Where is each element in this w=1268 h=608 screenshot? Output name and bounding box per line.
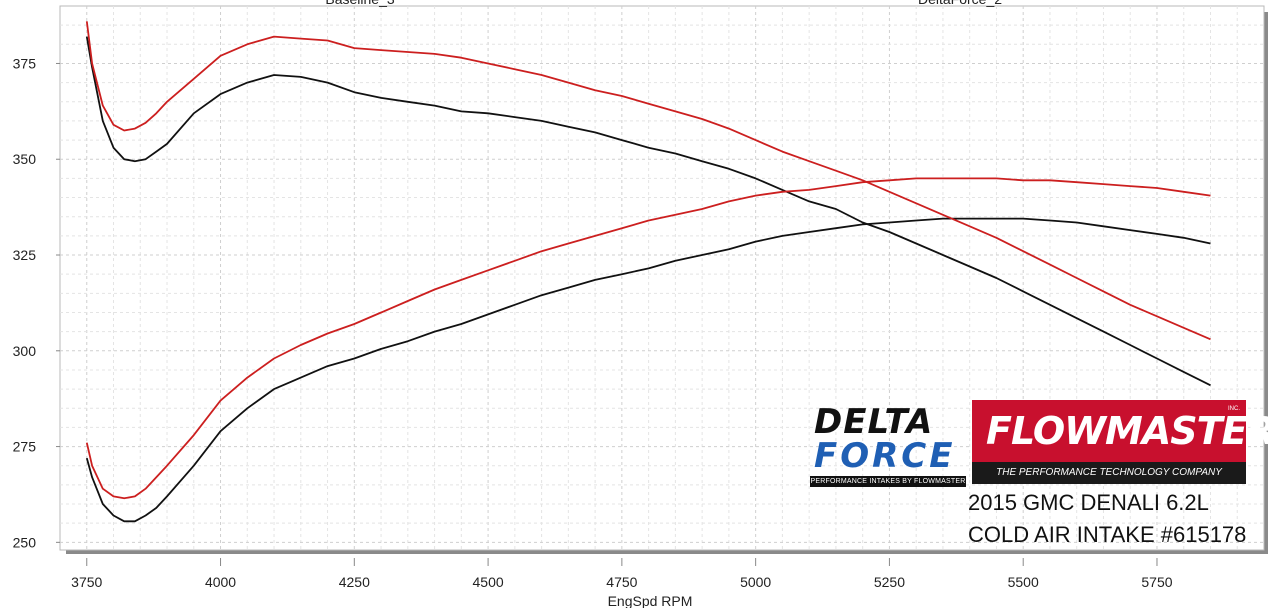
y-tick-label: 300 (13, 343, 37, 359)
delta-force-logo-word-force: FORCE (814, 436, 956, 476)
flowmaster-logo-word: FLOWMASTER (986, 409, 1268, 453)
series-line-deltaforce-2-3 (85, 177, 1211, 500)
brand-block: DELTA FORCE PERFORMANCE INTAKES BY FLOWM… (808, 400, 1268, 560)
delta-force-tagline: PERFORMANCE INTAKES BY FLOWMASTER (810, 476, 966, 487)
grid-lines (60, 6, 1264, 550)
series-lines (85, 21, 1211, 523)
delta-force-logo-word-delta: DELTA (814, 402, 934, 442)
x-tick-label: 4000 (205, 574, 236, 590)
series-line-baseline-3-1 (85, 217, 1211, 523)
caption-vehicle: 2015 GMC DENALI 6.2L (968, 490, 1209, 515)
series-line-baseline-3-0 (85, 36, 1211, 387)
x-tick-label: 5500 (1008, 574, 1039, 590)
y-tick-label: 250 (13, 534, 37, 550)
caption-product: COLD AIR INTAKE #615178 (968, 522, 1247, 547)
flowmaster-logo: FLOWMASTER INC. THE PERFORMANCE TECHNOLO… (972, 400, 1268, 484)
y-tick-label: 350 (13, 151, 37, 167)
x-axis-label: EngSpd RPM (608, 593, 693, 608)
x-tick-label: 3750 (71, 574, 102, 590)
x-tick-label: 4500 (473, 574, 504, 590)
flowmaster-tagline: THE PERFORMANCE TECHNOLOGY COMPANY (996, 467, 1222, 478)
y-tick-label: 375 (13, 55, 37, 71)
y-axis-ticks: 250 275 300 325 350 375 (13, 55, 60, 550)
flowmaster-logo-inc: INC. (1228, 406, 1240, 412)
legend-entry: Baseline_3 (325, 0, 394, 7)
x-tick-label: 5000 (740, 574, 771, 590)
y-tick-label: 275 (13, 439, 37, 455)
delta-force-logo: DELTA FORCE PERFORMANCE INTAKES BY FLOWM… (808, 402, 968, 487)
flowmaster-logo-red-band: FLOWMASTER INC. (972, 400, 1268, 462)
x-tick-label: 5250 (874, 574, 905, 590)
y-tick-label: 325 (13, 247, 37, 263)
x-tick-label: 4250 (339, 574, 370, 590)
x-axis-ticks: 3750 4000 4250 4500 4750 5000 5250 5500 5750 (71, 558, 1173, 590)
x-tick-label: 4750 (606, 574, 637, 590)
legend: Baseline_3 DeltaForce_2 (325, 0, 1002, 7)
legend-entry: DeltaForce_2 (918, 0, 1002, 7)
x-tick-label: 5750 (1141, 574, 1172, 590)
series-line-deltaforce-2-2 (85, 21, 1211, 341)
